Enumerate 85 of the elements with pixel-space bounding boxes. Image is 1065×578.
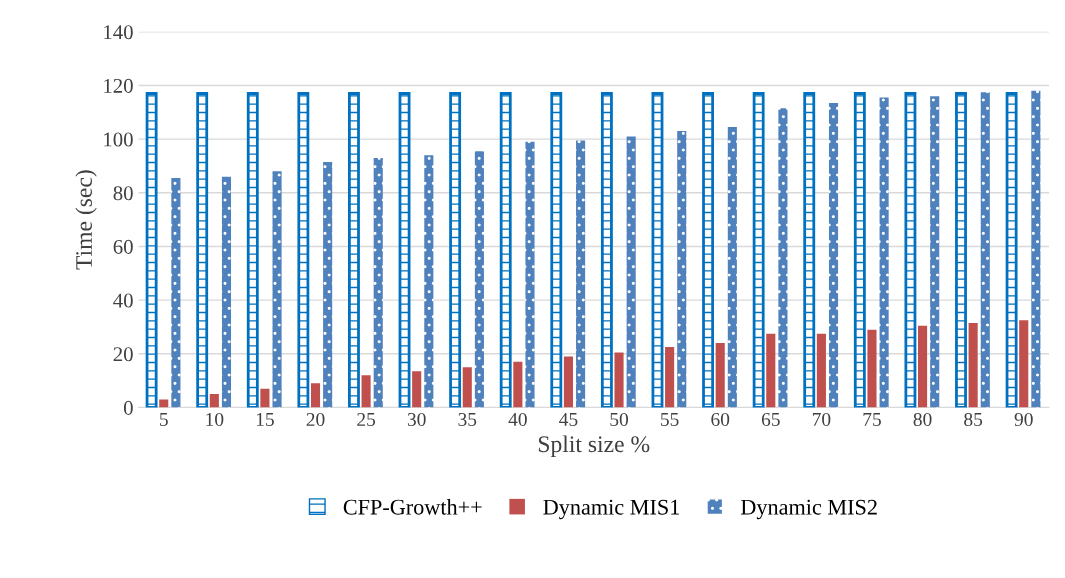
x-tick-label: 10	[206, 412, 224, 427]
y-axis-title: Time (sec)	[75, 170, 97, 270]
x-tick-label: 45	[559, 413, 578, 427]
x-tick-label: 75	[863, 413, 881, 427]
bar	[752, 92, 765, 408]
bar	[980, 92, 990, 408]
x-tick-label: 55	[661, 413, 679, 427]
bar	[348, 92, 360, 408]
y-tick-label: 20	[113, 347, 133, 362]
bar	[246, 92, 259, 408]
bar	[766, 333, 776, 408]
bar	[576, 140, 586, 408]
x-tick-label: 35	[458, 412, 477, 427]
bar	[828, 102, 839, 408]
x-tick-label: 25	[357, 412, 376, 427]
bar	[1005, 92, 1018, 408]
bar	[563, 356, 573, 408]
bar	[665, 347, 675, 408]
y-tick-label: 40	[113, 293, 133, 308]
bar	[600, 92, 613, 408]
bar	[1019, 320, 1029, 408]
bar	[867, 329, 877, 408]
bar	[715, 343, 725, 408]
bar	[1031, 90, 1041, 408]
bar	[209, 394, 219, 408]
x-tick-label: 20	[306, 412, 325, 427]
bar	[474, 151, 484, 408]
bar	[803, 92, 816, 408]
bar	[323, 161, 333, 408]
bar	[955, 92, 967, 408]
bar	[930, 96, 940, 408]
bar	[424, 155, 434, 408]
x-tick-label: 85	[964, 412, 983, 427]
bar	[398, 92, 411, 408]
x-tick-label: 15	[256, 413, 274, 427]
y-tick-label: 60	[113, 239, 133, 254]
bar	[816, 333, 826, 408]
bar	[626, 136, 636, 408]
bar	[778, 108, 788, 408]
x-tick-label: 60	[711, 412, 730, 427]
bar	[918, 325, 928, 408]
bar	[310, 383, 321, 408]
x-tick-label: 50	[610, 412, 629, 427]
bar	[462, 367, 472, 408]
bar	[968, 322, 978, 408]
y-tick-label: 100	[104, 132, 133, 147]
legend-label: Dynamic MIS1	[543, 499, 680, 520]
y-tick-label: 80	[113, 186, 133, 201]
bar	[159, 399, 169, 408]
y-tick-label: 0	[123, 400, 133, 415]
bar	[373, 157, 383, 408]
bar	[550, 92, 563, 408]
x-tick-label: 90	[1014, 412, 1033, 427]
x-tick-label: 80	[913, 412, 932, 427]
bar	[221, 176, 232, 408]
bar	[171, 178, 181, 408]
y-tick-label: 140	[104, 25, 133, 40]
x-axis-title: Split size %	[538, 435, 650, 457]
legend-label: Dynamic MIS2	[740, 499, 877, 520]
bar	[727, 127, 737, 408]
bar	[260, 388, 270, 408]
legend-label: CFP-Growth++	[343, 499, 482, 515]
bar	[449, 92, 462, 408]
bar	[677, 131, 687, 408]
bar	[853, 92, 866, 408]
y-tick-label: 120	[104, 78, 133, 93]
bar	[651, 92, 664, 408]
bar	[297, 92, 310, 408]
bar	[904, 92, 917, 408]
bar	[361, 375, 371, 408]
bar	[513, 361, 523, 408]
bar	[614, 352, 624, 408]
bar	[525, 141, 535, 408]
x-tick-label: 65	[761, 412, 780, 427]
bar	[196, 92, 209, 408]
bar	[879, 97, 889, 408]
x-tick-label: 30	[407, 412, 426, 427]
bar	[272, 171, 282, 408]
bar	[412, 371, 422, 408]
bar	[702, 92, 715, 408]
bar	[145, 92, 158, 408]
x-tick-label: 40	[508, 412, 527, 427]
x-tick-label: 5	[160, 413, 168, 427]
bar	[499, 92, 512, 408]
x-tick-label: 70	[812, 412, 831, 427]
